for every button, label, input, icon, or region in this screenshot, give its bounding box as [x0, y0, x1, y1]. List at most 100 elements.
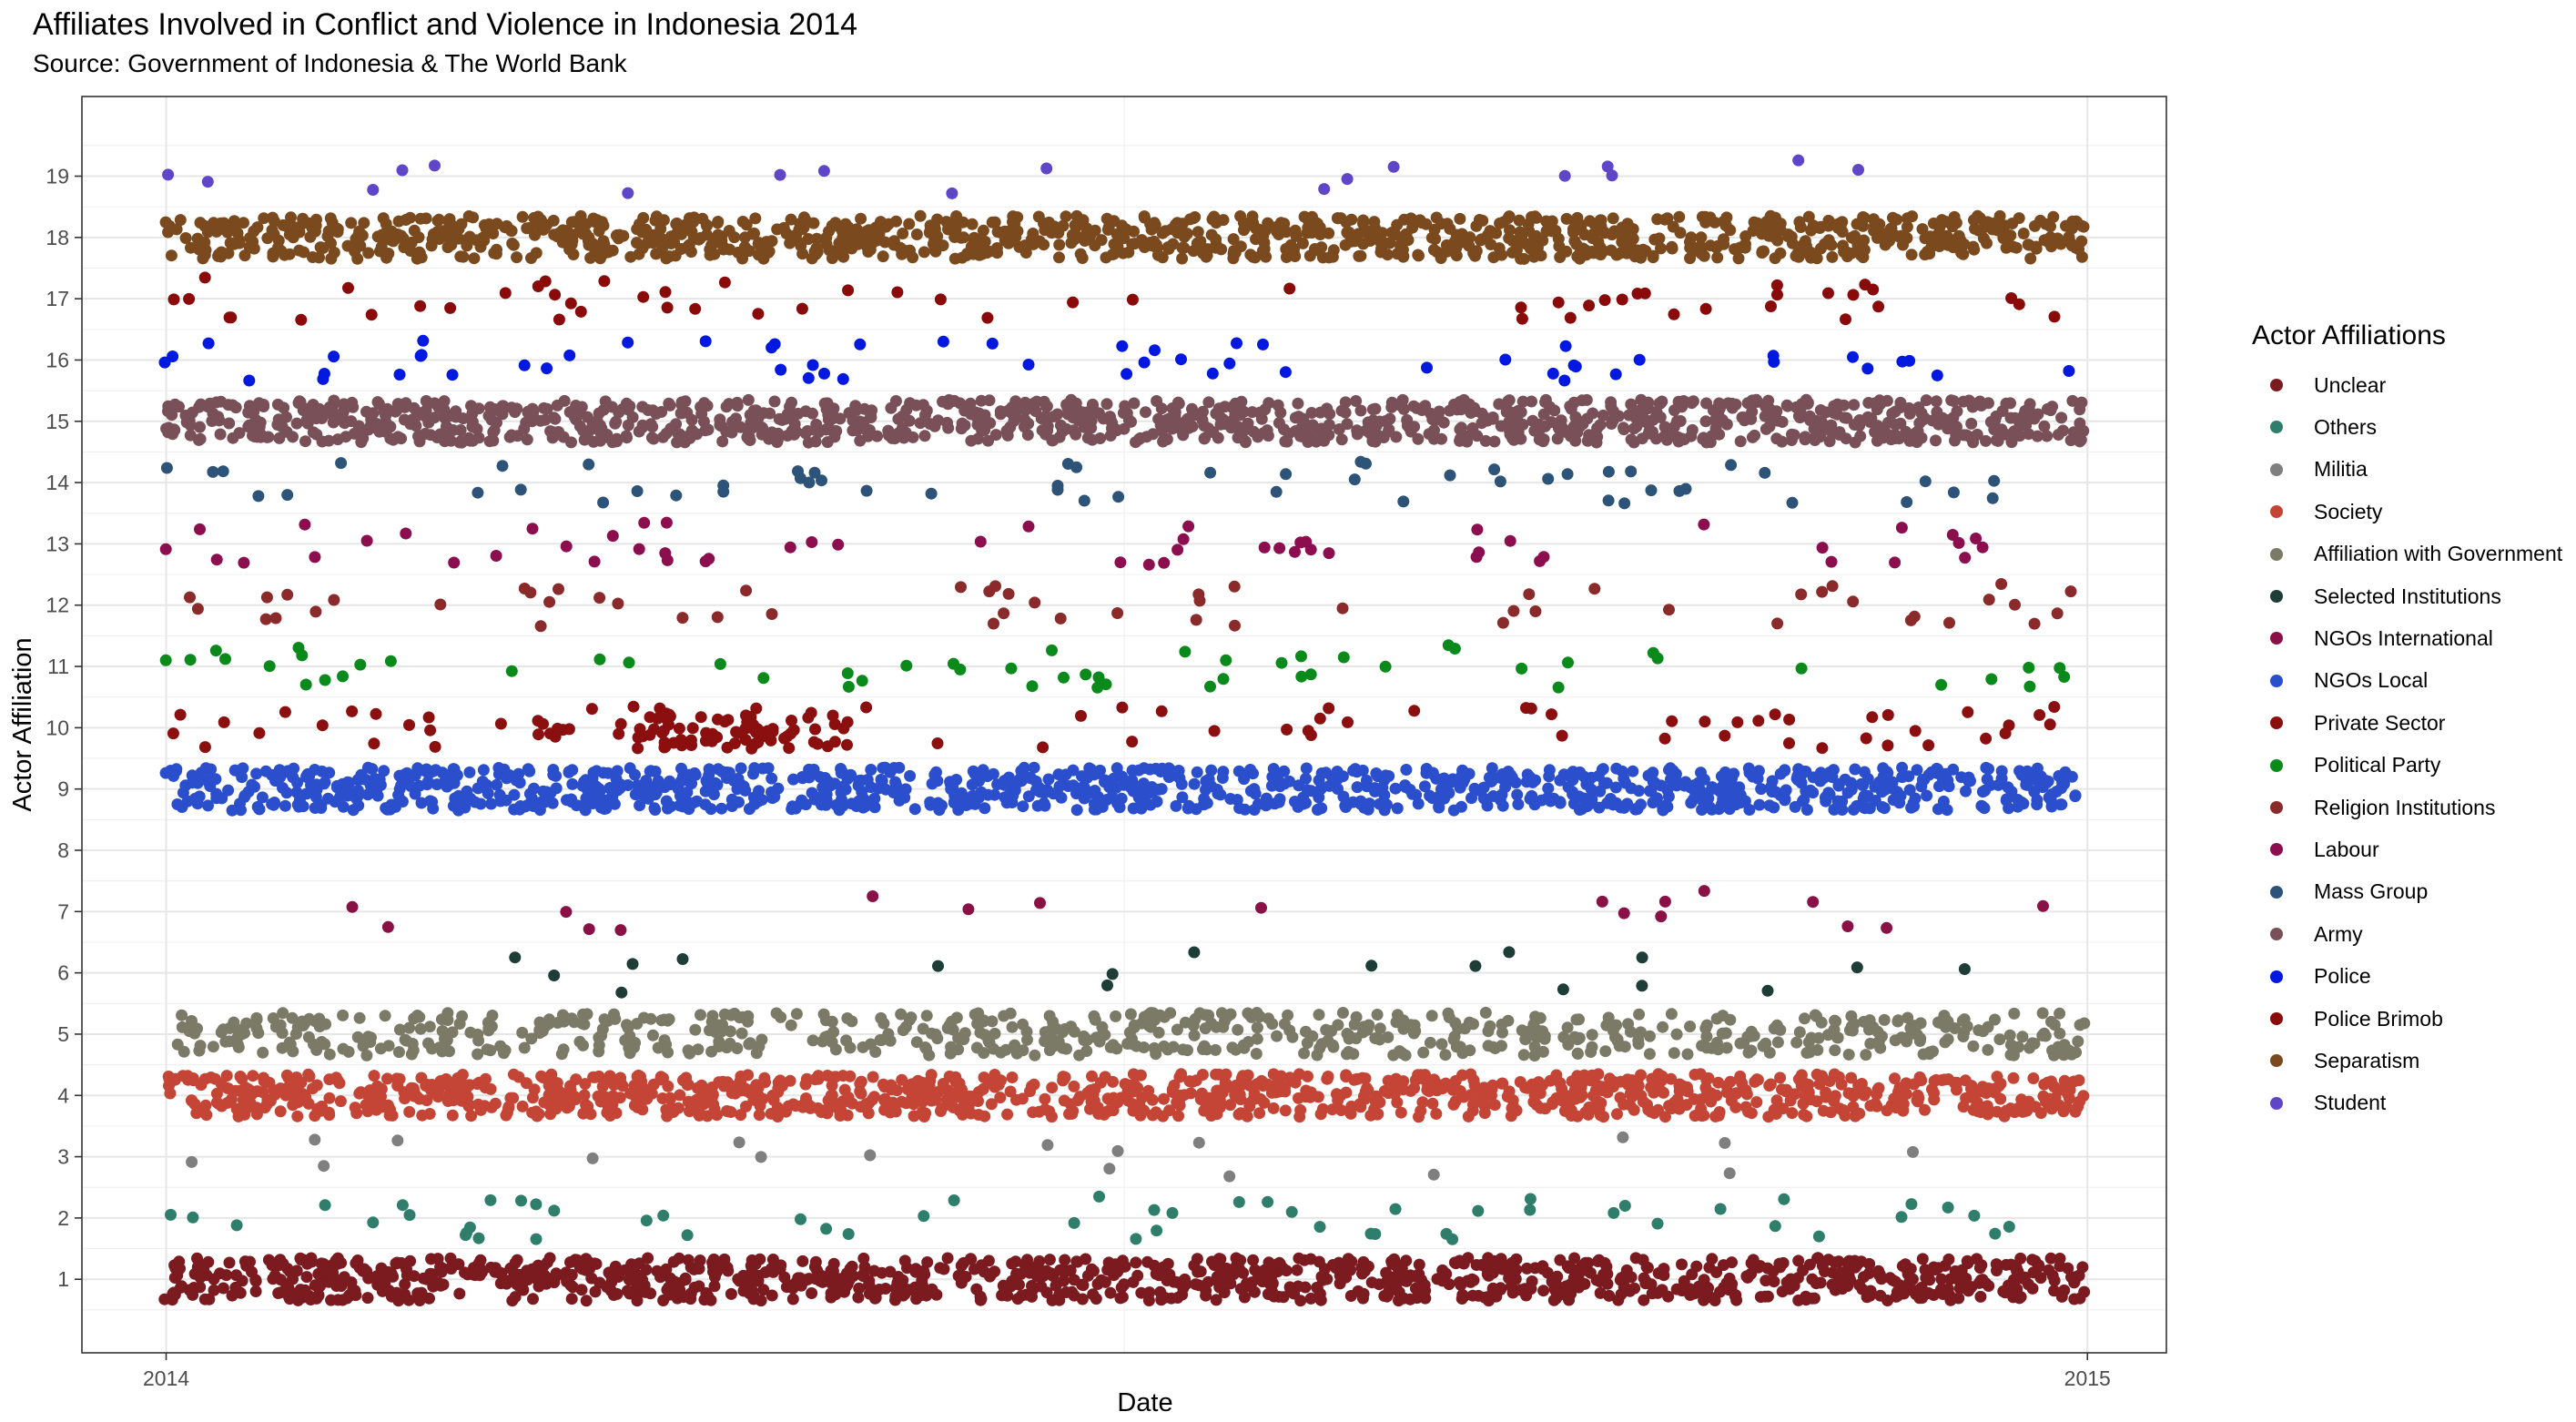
data-point — [926, 777, 938, 790]
data-point — [783, 742, 796, 755]
data-point — [1935, 1273, 1948, 1285]
data-point — [934, 1262, 947, 1275]
data-point — [1973, 1262, 1986, 1275]
data-point — [626, 1258, 639, 1271]
data-point — [947, 780, 959, 793]
data-point — [1889, 556, 1902, 569]
data-point — [1618, 1281, 1630, 1294]
data-point — [1493, 398, 1506, 411]
data-point — [1400, 1275, 1413, 1287]
data-point — [1050, 1279, 1062, 1292]
data-point — [597, 767, 610, 779]
data-point — [1005, 777, 1018, 790]
data-point — [1779, 793, 1791, 806]
data-point — [806, 536, 818, 548]
data-point — [1413, 1111, 1425, 1123]
data-points — [158, 154, 2091, 1307]
data-point — [1663, 604, 1675, 616]
data-point — [1050, 1022, 1063, 1035]
data-point — [919, 1107, 932, 1120]
data-point — [795, 1213, 806, 1225]
data-point — [1170, 799, 1182, 812]
data-point — [1075, 709, 1087, 722]
data-point — [1763, 421, 1776, 432]
data-point — [1483, 1295, 1495, 1307]
data-point — [2042, 775, 2054, 787]
data-point — [1313, 803, 1325, 816]
data-point — [2064, 585, 2077, 598]
data-point — [1467, 1274, 1480, 1286]
data-point — [1814, 767, 1827, 779]
data-point — [1779, 764, 1791, 777]
data-point — [1336, 1007, 1349, 1019]
data-point — [621, 1285, 634, 1297]
data-point — [1561, 468, 1574, 481]
data-point — [1093, 1190, 1105, 1203]
data-point — [602, 1075, 614, 1088]
data-point — [1365, 1276, 1378, 1289]
data-point — [1370, 767, 1383, 779]
data-point — [1827, 764, 1840, 777]
data-point — [1348, 1018, 1361, 1031]
data-point — [1080, 1253, 1092, 1265]
data-point — [590, 780, 603, 793]
data-point — [422, 711, 435, 724]
data-point — [642, 1252, 654, 1265]
data-point — [399, 1278, 411, 1291]
data-point — [1408, 705, 1421, 717]
data-point — [1793, 1026, 1806, 1039]
data-point — [1026, 680, 1039, 693]
data-point — [794, 472, 806, 484]
data-point — [2054, 798, 2067, 811]
data-point — [367, 1216, 380, 1229]
data-point — [1224, 1277, 1237, 1290]
data-point — [436, 1025, 449, 1037]
data-point — [1942, 1073, 1954, 1085]
data-point — [1191, 766, 1203, 778]
data-point — [560, 906, 573, 919]
data-point — [1570, 1013, 1583, 1026]
data-point — [413, 1295, 426, 1306]
data-point — [865, 764, 877, 776]
data-point — [2013, 765, 2026, 777]
data-point — [538, 1096, 551, 1109]
data-point — [1167, 1041, 1180, 1053]
data-point — [1255, 1074, 1268, 1087]
data-point — [573, 1035, 586, 1048]
data-point — [632, 731, 644, 744]
data-point — [658, 736, 671, 749]
data-point — [1229, 1088, 1242, 1101]
data-point — [1232, 1023, 1244, 1036]
data-point — [644, 765, 657, 777]
data-point — [1571, 1048, 1584, 1060]
data-point — [2036, 1007, 2049, 1020]
data-point — [1003, 792, 1015, 805]
data-point — [948, 1194, 960, 1206]
data-point — [1304, 543, 1317, 556]
data-point — [1078, 494, 1090, 507]
data-point — [1556, 729, 1568, 742]
data-point — [920, 1042, 933, 1055]
data-point — [198, 1262, 210, 1275]
data-point — [1041, 1139, 1054, 1152]
data-point — [634, 799, 646, 812]
data-point — [1523, 588, 1536, 601]
data-point — [1242, 1280, 1255, 1293]
data-point — [752, 795, 765, 807]
data-point — [1078, 780, 1090, 793]
data-point — [246, 1265, 258, 1278]
data-point — [576, 779, 589, 792]
data-point — [1400, 1254, 1413, 1267]
data-point — [733, 1136, 745, 1149]
data-point — [1347, 1048, 1360, 1061]
data-point — [335, 457, 348, 470]
data-point — [1893, 1279, 1906, 1292]
data-point — [1855, 777, 1868, 790]
data-point — [533, 1016, 546, 1029]
data-point — [757, 1284, 770, 1296]
data-point — [627, 700, 640, 713]
data-point — [1017, 800, 1029, 813]
data-point — [1962, 706, 1974, 718]
data-point — [987, 767, 999, 780]
data-point — [1349, 763, 1362, 776]
